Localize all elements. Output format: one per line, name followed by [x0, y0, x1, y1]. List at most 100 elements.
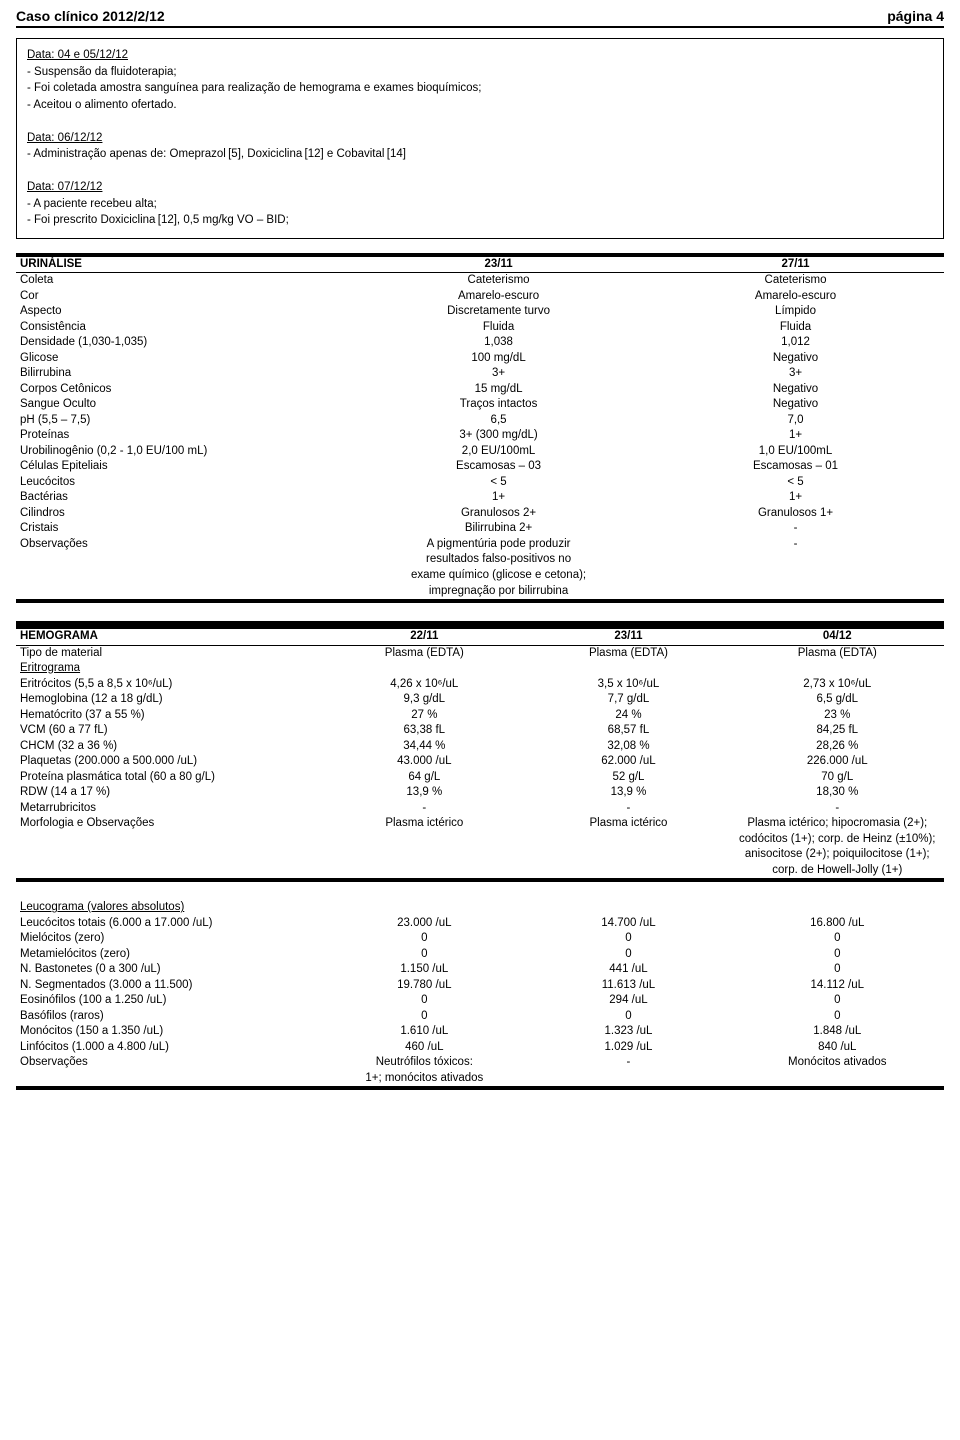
- table-cell: Amarelo-escuro: [350, 289, 647, 305]
- table-cell: 1+: [647, 490, 944, 506]
- page-header: Caso clínico 2012/2/12 página 4: [16, 8, 944, 28]
- table-cell: 3+: [647, 366, 944, 382]
- table-cell: Leucócitos: [16, 475, 350, 491]
- table-cell: Eritrograma: [16, 661, 322, 677]
- table-cell: Morfologia e Observações: [16, 816, 322, 880]
- note-line: - Foi prescrito Doxiciclina [12], 0,5 mg…: [27, 213, 933, 229]
- table-cell: 64 g/L: [322, 770, 526, 786]
- clinical-notes-box: Data: 04 e 05/12/12 - Suspensão da fluid…: [16, 38, 944, 239]
- table-cell: Observações: [16, 537, 350, 601]
- table-cell: 15 mg/dL: [350, 382, 647, 398]
- table-cell: Mielócitos (zero): [16, 931, 322, 947]
- table-cell: CHCM (32 a 36 %): [16, 739, 322, 755]
- table-cell: -: [647, 521, 944, 537]
- table-cell: Bactérias: [16, 490, 350, 506]
- table-cell: 0: [322, 931, 526, 947]
- hemograma-col: 23/11: [526, 627, 730, 645]
- table-cell: < 5: [647, 475, 944, 491]
- table-cell: 1.848 /uL: [731, 1024, 944, 1040]
- table-cell: 43.000 /uL: [322, 754, 526, 770]
- table-cell: Plasma (EDTA): [731, 645, 944, 661]
- table-cell: -: [647, 537, 944, 601]
- table-cell: 3+ (300 mg/dL): [350, 428, 647, 444]
- table-cell: Escamosas – 03: [350, 459, 647, 475]
- hemograma-col: 22/11: [322, 627, 526, 645]
- table-cell: -: [526, 1055, 730, 1088]
- table-cell: 1.150 /uL: [322, 962, 526, 978]
- table-cell: N. Segmentados (3.000 a 11.500): [16, 978, 322, 994]
- table-cell: 100 mg/dL: [350, 351, 647, 367]
- table-cell: Plasma ictérico: [322, 816, 526, 880]
- header-left: Caso clínico 2012/2/12: [16, 8, 165, 24]
- table-cell: Cateterismo: [647, 273, 944, 289]
- table-cell: Negativo: [647, 351, 944, 367]
- table-cell: A pigmentúria pode produzirresultados fa…: [350, 537, 647, 601]
- table-cell: 14.700 /uL: [526, 916, 730, 932]
- urinalise-col: 27/11: [647, 255, 944, 273]
- table-cell: 1.029 /uL: [526, 1040, 730, 1056]
- table-cell: 0: [731, 962, 944, 978]
- table-cell: Observações: [16, 1055, 322, 1088]
- hemograma-col: 04/12: [731, 627, 944, 645]
- table-cell: 1.323 /uL: [526, 1024, 730, 1040]
- table-cell: Fluida: [350, 320, 647, 336]
- table-cell: Cor: [16, 289, 350, 305]
- note-line: - A paciente recebeu alta;: [27, 197, 933, 213]
- table-cell: 2,0 EU/100mL: [350, 444, 647, 460]
- table-cell: Urobilinogênio (0,2 - 1,0 EU/100 mL): [16, 444, 350, 460]
- table-cell: 1,038: [350, 335, 647, 351]
- table-cell: 4,26 x 10⁶/uL: [322, 677, 526, 693]
- table-cell: 0: [526, 931, 730, 947]
- table-cell: 11.613 /uL: [526, 978, 730, 994]
- table-cell: 84,25 fL: [731, 723, 944, 739]
- table-cell: 1.610 /uL: [322, 1024, 526, 1040]
- table-cell: Hemoglobina (12 a 18 g/dL): [16, 692, 322, 708]
- table-cell: Linfócitos (1.000 a 4.800 /uL): [16, 1040, 322, 1056]
- table-cell: Aspecto: [16, 304, 350, 320]
- table-cell: Plaquetas (200.000 a 500.000 /uL): [16, 754, 322, 770]
- table-cell: 0: [322, 947, 526, 963]
- leucograma-table: Leucograma (valores absolutos) Leucócito…: [16, 900, 944, 1090]
- table-cell: 18,30 %: [731, 785, 944, 801]
- table-cell: 63,38 fL: [322, 723, 526, 739]
- table-cell: 16.800 /uL: [731, 916, 944, 932]
- table-cell: 62.000 /uL: [526, 754, 730, 770]
- table-cell: Plasma (EDTA): [526, 645, 730, 661]
- table-cell: Cilindros: [16, 506, 350, 522]
- table-cell: 0: [731, 1009, 944, 1025]
- table-cell: Escamosas – 01: [647, 459, 944, 475]
- table-cell: Densidade (1,030-1,035): [16, 335, 350, 351]
- note-line: - Aceitou o alimento ofertado.: [27, 98, 933, 114]
- table-cell: Negativo: [647, 382, 944, 398]
- table-cell: Granulosos 2+: [350, 506, 647, 522]
- table-cell: Bilirrubina: [16, 366, 350, 382]
- table-cell: 6,5: [350, 413, 647, 429]
- table-cell: 1+: [350, 490, 647, 506]
- table-cell: Metamielócitos (zero): [16, 947, 322, 963]
- table-cell: 32,08 %: [526, 739, 730, 755]
- table-cell: Bilirrubina 2+: [350, 521, 647, 537]
- date-heading: Data: 06/12/12: [27, 132, 102, 144]
- table-cell: 460 /uL: [322, 1040, 526, 1056]
- table-cell: 23.000 /uL: [322, 916, 526, 932]
- table-cell: Consistência: [16, 320, 350, 336]
- table-cell: Negativo: [647, 397, 944, 413]
- date-heading: Data: 07/12/12: [27, 181, 102, 193]
- urinalise-title: URINÁLISE: [16, 255, 350, 273]
- table-cell: 24 %: [526, 708, 730, 724]
- table-cell: [731, 661, 944, 677]
- table-cell: -: [322, 801, 526, 817]
- date-heading: Data: 04 e 05/12/12: [27, 49, 128, 61]
- table-cell: N. Bastonetes (0 a 300 /uL): [16, 962, 322, 978]
- table-cell: [526, 661, 730, 677]
- table-cell: 68,57 fL: [526, 723, 730, 739]
- table-cell: 14.112 /uL: [731, 978, 944, 994]
- table-cell: 0: [731, 947, 944, 963]
- table-cell: 13,9 %: [526, 785, 730, 801]
- table-cell: Corpos Cetônicos: [16, 382, 350, 398]
- table-cell: Cateterismo: [350, 273, 647, 289]
- table-cell: Tipo de material: [16, 645, 322, 661]
- note-line: - Administração apenas de: Omeprazol [5]…: [27, 147, 933, 163]
- table-cell: Metarrubricitos: [16, 801, 322, 817]
- table-cell: 2,73 x 10⁶/uL: [731, 677, 944, 693]
